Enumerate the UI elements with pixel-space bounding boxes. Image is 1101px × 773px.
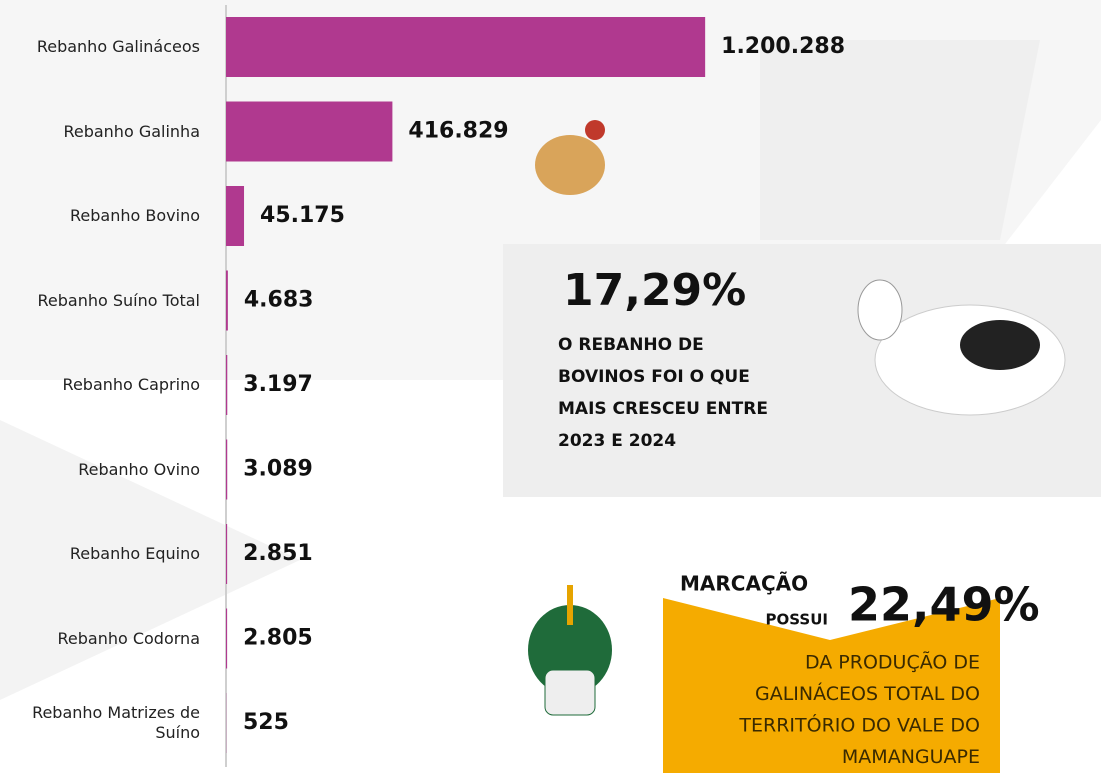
category-label: Rebanho Galinha bbox=[8, 122, 200, 142]
bar bbox=[226, 102, 392, 162]
category-label: Rebanho Equino bbox=[8, 544, 200, 564]
value-label: 416.829 bbox=[408, 119, 508, 144]
category-label: Rebanho Matrizes de Suíno bbox=[8, 703, 200, 743]
infographic: 1.200.288 416.829 45.175 4.683 3.197 3.089 2.8… bbox=[0, 0, 1101, 773]
annotation-prefix: MARCAÇÃO bbox=[680, 572, 808, 596]
category-label: Rebanho Suíno Total bbox=[8, 291, 200, 311]
category-label: Rebanho Codorna bbox=[8, 629, 200, 649]
annotation-prefix: POSSUI bbox=[766, 611, 828, 629]
annotation-text: BOVINOS FOI O QUE bbox=[558, 367, 750, 387]
bar bbox=[226, 609, 227, 669]
annotation-text: 2023 E 2024 bbox=[558, 431, 676, 451]
annotation-headline: 17,29% bbox=[563, 265, 746, 316]
value-label: 525 bbox=[243, 710, 289, 735]
category-label: Rebanho Bovino bbox=[8, 206, 200, 226]
annotation-text: GALINÁCEOS TOTAL DO bbox=[755, 682, 980, 705]
bar bbox=[226, 271, 228, 331]
bar bbox=[226, 355, 227, 415]
bar bbox=[226, 17, 705, 77]
category-label: Rebanho Galináceos bbox=[8, 37, 200, 57]
bar bbox=[226, 186, 244, 246]
crest-icon bbox=[528, 585, 612, 715]
category-label: Rebanho Caprino bbox=[8, 375, 200, 395]
annotation-headline: 22,49% bbox=[848, 578, 1040, 632]
background-shape bbox=[760, 40, 1040, 240]
bar bbox=[226, 440, 227, 500]
annotation-text: MAIS CRESCEU ENTRE bbox=[558, 399, 768, 419]
annotation-text: TERRITÓRIO DO VALE DO bbox=[738, 713, 980, 737]
category-label: Rebanho Ovino bbox=[8, 460, 200, 480]
bar bbox=[226, 524, 227, 584]
value-label: 4.683 bbox=[244, 288, 314, 313]
value-label: 2.851 bbox=[243, 541, 313, 566]
value-label: 45.175 bbox=[260, 203, 345, 228]
annotation-text: MAMANGUAPE bbox=[842, 746, 980, 768]
annotation-text: O REBANHO DE bbox=[558, 335, 704, 355]
value-label: 2.805 bbox=[243, 626, 313, 651]
value-label: 1.200.288 bbox=[721, 34, 845, 59]
annotation-text: DA PRODUÇÃO DE bbox=[805, 651, 980, 674]
value-label: 3.089 bbox=[243, 457, 313, 482]
value-label: 3.197 bbox=[243, 372, 313, 397]
